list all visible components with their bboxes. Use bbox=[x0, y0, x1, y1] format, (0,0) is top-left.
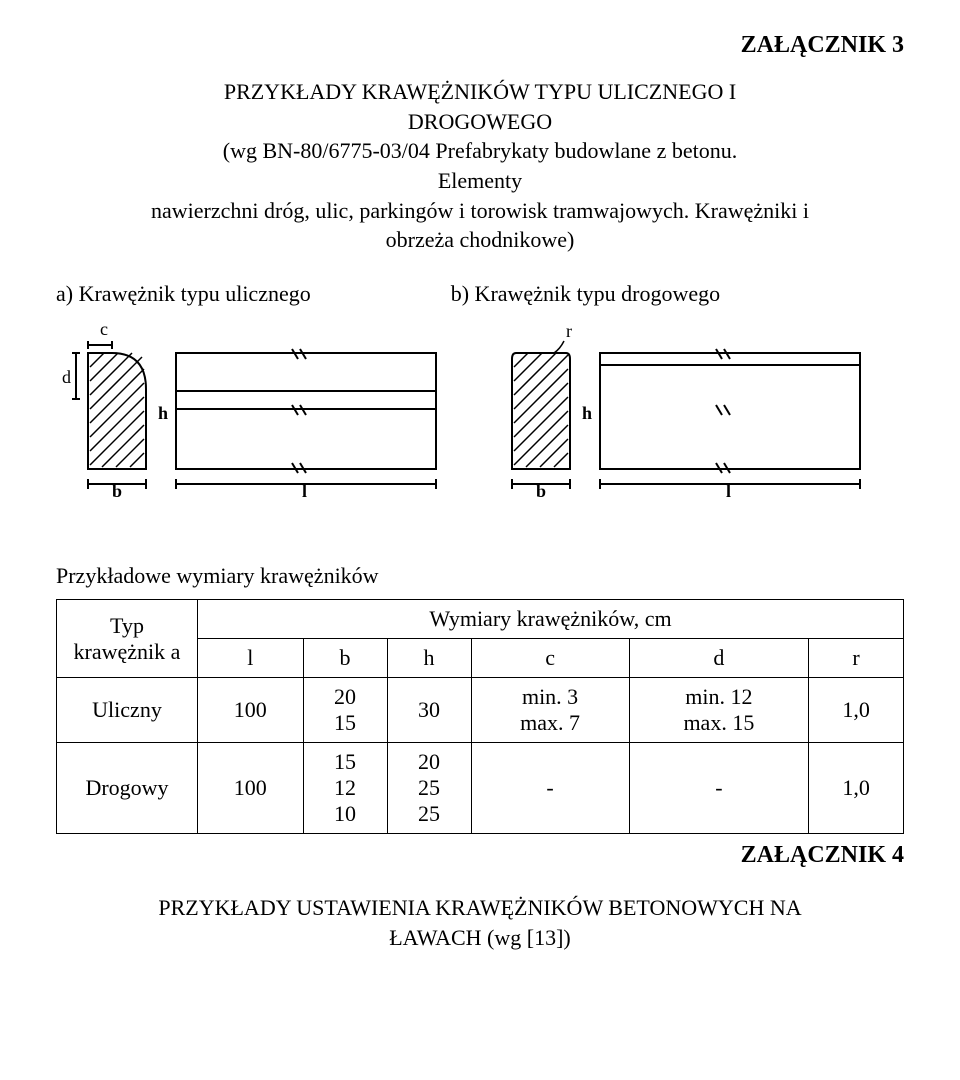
cell-r-1: 1,0 bbox=[809, 743, 904, 834]
cell-h-0: 30 bbox=[387, 678, 471, 743]
diagram-a: c d bbox=[56, 319, 456, 499]
cell-type-1: Drogowy bbox=[57, 743, 198, 834]
title-line-5: nawierzchni dróg, ulic, parkingów i toro… bbox=[151, 198, 809, 223]
table-row: Uliczny 100 20 15 30 min. 3 max. 7 min. … bbox=[57, 678, 904, 743]
bottom-line-1: PRZYKŁADY USTAWIENIA KRAWĘŻNIKÓW BETONOW… bbox=[158, 895, 801, 920]
cell-l-0: 100 bbox=[198, 678, 304, 743]
label-h-a: h bbox=[158, 403, 168, 423]
label-b-b: b bbox=[536, 481, 546, 499]
label-c: c bbox=[100, 319, 108, 339]
subcaption-row: a) Krawężnik typu ulicznego b) Krawężnik… bbox=[56, 281, 904, 307]
title-line-1: PRZYKŁADY KRAWĘŻNIKÓW TYPU ULICZNEGO I bbox=[224, 79, 736, 104]
attachment-top-label: ZAŁĄCZNIK 3 bbox=[56, 32, 904, 59]
col-l: l bbox=[198, 639, 304, 678]
subcaption-b: b) Krawężnik typu drogowego bbox=[451, 281, 720, 307]
col-group-dims: Wymiary krawężników, cm bbox=[198, 600, 904, 639]
table-row: Drogowy 100 15 12 10 20 25 25 - - 1,0 bbox=[57, 743, 904, 834]
title-line-2: DROGOWEGO bbox=[408, 109, 552, 134]
cell-h-1: 20 25 25 bbox=[387, 743, 471, 834]
cell-c-1: - bbox=[471, 743, 629, 834]
label-h-b: h bbox=[582, 403, 592, 423]
label-r: r bbox=[566, 321, 572, 341]
title-line-6: obrzeża chodnikowe) bbox=[386, 227, 575, 252]
cell-d-0: min. 12 max. 15 bbox=[629, 678, 809, 743]
dimensions-table: Typ krawężnik a Wymiary krawężników, cm … bbox=[56, 599, 904, 834]
label-b-a: b bbox=[112, 481, 122, 499]
bottom-line-2: ŁAWACH (wg [13]) bbox=[389, 925, 571, 950]
title-line-3: (wg BN-80/6775-03/04 Prefabrykaty budowl… bbox=[223, 138, 737, 163]
cell-d-1: - bbox=[629, 743, 809, 834]
diagram-b: r bbox=[480, 319, 880, 499]
col-r: r bbox=[809, 639, 904, 678]
cell-b-0: 20 15 bbox=[303, 678, 387, 743]
table-header-row-1: Typ krawężnik a Wymiary krawężników, cm bbox=[57, 600, 904, 639]
cell-l-1: 100 bbox=[198, 743, 304, 834]
attachment-bottom-label: ZAŁĄCZNIK 4 bbox=[56, 842, 904, 869]
col-b: b bbox=[303, 639, 387, 678]
cell-b-1: 15 12 10 bbox=[303, 743, 387, 834]
cell-r-0: 1,0 bbox=[809, 678, 904, 743]
col-type: Typ krawężnik a bbox=[57, 600, 198, 678]
diagram-row: c d bbox=[56, 319, 904, 499]
title-block: PRZYKŁADY KRAWĘŻNIKÓW TYPU ULICZNEGO I D… bbox=[56, 77, 904, 255]
col-c: c bbox=[471, 639, 629, 678]
col-d: d bbox=[629, 639, 809, 678]
label-d: d bbox=[62, 367, 71, 387]
bottom-title: PRZYKŁADY USTAWIENIA KRAWĘŻNIKÓW BETONOW… bbox=[56, 893, 904, 952]
subcaption-a: a) Krawężnik typu ulicznego bbox=[56, 281, 311, 307]
cell-c-0: min. 3 max. 7 bbox=[471, 678, 629, 743]
title-line-4: Elementy bbox=[438, 168, 522, 193]
cell-type-0: Uliczny bbox=[57, 678, 198, 743]
table-caption: Przykładowe wymiary krawężników bbox=[56, 563, 904, 589]
label-l-b: l bbox=[726, 481, 731, 499]
col-h: h bbox=[387, 639, 471, 678]
label-l-a: l bbox=[302, 481, 307, 499]
